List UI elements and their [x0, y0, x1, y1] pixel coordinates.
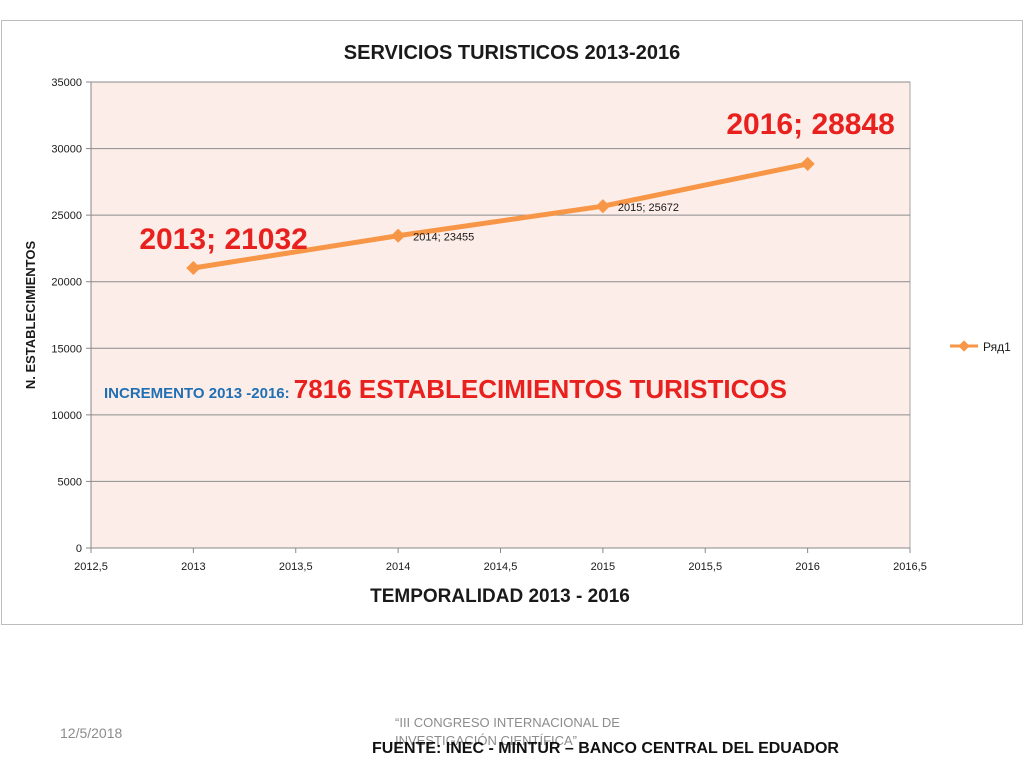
data-label: 2016; 28848: [726, 108, 895, 141]
data-label: 2013; 21032: [139, 223, 308, 256]
legend-marker-diamond: [958, 340, 970, 352]
y-tick-label: 25000: [51, 210, 82, 222]
x-tick-label: 2013,5: [279, 561, 313, 573]
footer-source: FUENTE: INEC - MINTUR – BANCO CENTRAL DE…: [372, 740, 839, 757]
series-ryad1: [186, 156, 815, 276]
y-tick-label: 5000: [58, 476, 82, 488]
data-point-marker: [800, 156, 815, 171]
x-tick-label: 2015: [591, 561, 615, 573]
y-tick-label: 0: [76, 543, 82, 555]
y-tick-label: 15000: [51, 343, 82, 355]
data-label: 2015; 25672: [618, 202, 679, 214]
increment-annotation-value: 7816 ESTABLECIMIENTOS TURISTICOS: [294, 374, 787, 404]
y-tick-label: 10000: [51, 410, 82, 422]
increment-annotation-prefix: INCREMENTO 2013 -2016:: [104, 385, 294, 402]
y-tick-label: 20000: [51, 277, 82, 289]
x-tick-label: 2014,5: [484, 561, 518, 573]
x-tick-label: 2014: [386, 561, 410, 573]
increment-annotation: INCREMENTO 2013 -2016: 7816 ESTABLECIMIE…: [104, 374, 787, 404]
data-point-marker: [391, 228, 406, 243]
data-point-marker: [186, 260, 201, 276]
x-tick-label: 2016: [795, 561, 819, 573]
gridlines: [86, 81, 911, 553]
line-chart: 0 5000 10000 15000 20000 25000 30000 35000 2012…: [23, 42, 1011, 607]
data-labels: 2013; 21032 2014; 23455 2015; 25672 2016; 2…: [139, 108, 895, 256]
x-axis-title: TEMPORALIDAD 2013 - 2016: [370, 586, 630, 607]
y-tick-label: 35000: [51, 77, 82, 89]
legend: Ряд1: [950, 340, 1011, 354]
data-point-marker: [595, 199, 610, 214]
chart-title: SERVICIOS TURISTICOS 2013-2016: [344, 42, 680, 64]
footer-date: 12/5/2018: [60, 725, 123, 741]
x-tick-labels: 2012,5 2013 2013,5 2014 2014,5 2015 2015,5 2016…: [74, 561, 927, 573]
x-tick-label: 2013: [181, 561, 205, 573]
chart-frame: 0 5000 10000 15000 20000 25000 30000 35000 2012…: [1, 20, 1023, 625]
axes: [90, 82, 910, 549]
x-tick-label: 2015,5: [688, 561, 722, 573]
legend-label: Ряд1: [983, 340, 1011, 354]
x-tick-label: 2016,5: [893, 561, 927, 573]
y-tick-labels: 0 5000 10000 15000 20000 25000 30000 35000: [51, 77, 82, 555]
series-line: [190, 161, 811, 271]
y-axis-title: N. ESTABLECIMIENTOS: [23, 241, 38, 390]
data-label: 2014; 23455: [413, 232, 474, 244]
footer-congress: “III CONGRESO INTERNACIONAL DE INVESTIGA…: [395, 715, 620, 748]
x-tick-label: 2012,5: [74, 561, 108, 573]
y-tick-label: 30000: [51, 144, 82, 156]
plot-area: [90, 81, 911, 549]
